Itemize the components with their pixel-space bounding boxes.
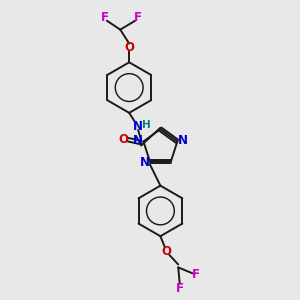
Text: H: H bbox=[142, 120, 151, 130]
Text: O: O bbox=[118, 133, 128, 146]
Text: O: O bbox=[161, 244, 171, 258]
Text: N: N bbox=[140, 156, 150, 170]
Text: O: O bbox=[124, 41, 134, 54]
Text: N: N bbox=[178, 134, 188, 146]
Text: F: F bbox=[100, 11, 109, 24]
Text: F: F bbox=[176, 282, 184, 295]
Text: N: N bbox=[133, 120, 143, 133]
Text: F: F bbox=[134, 11, 142, 24]
Text: N: N bbox=[133, 134, 143, 146]
Text: F: F bbox=[191, 268, 200, 281]
